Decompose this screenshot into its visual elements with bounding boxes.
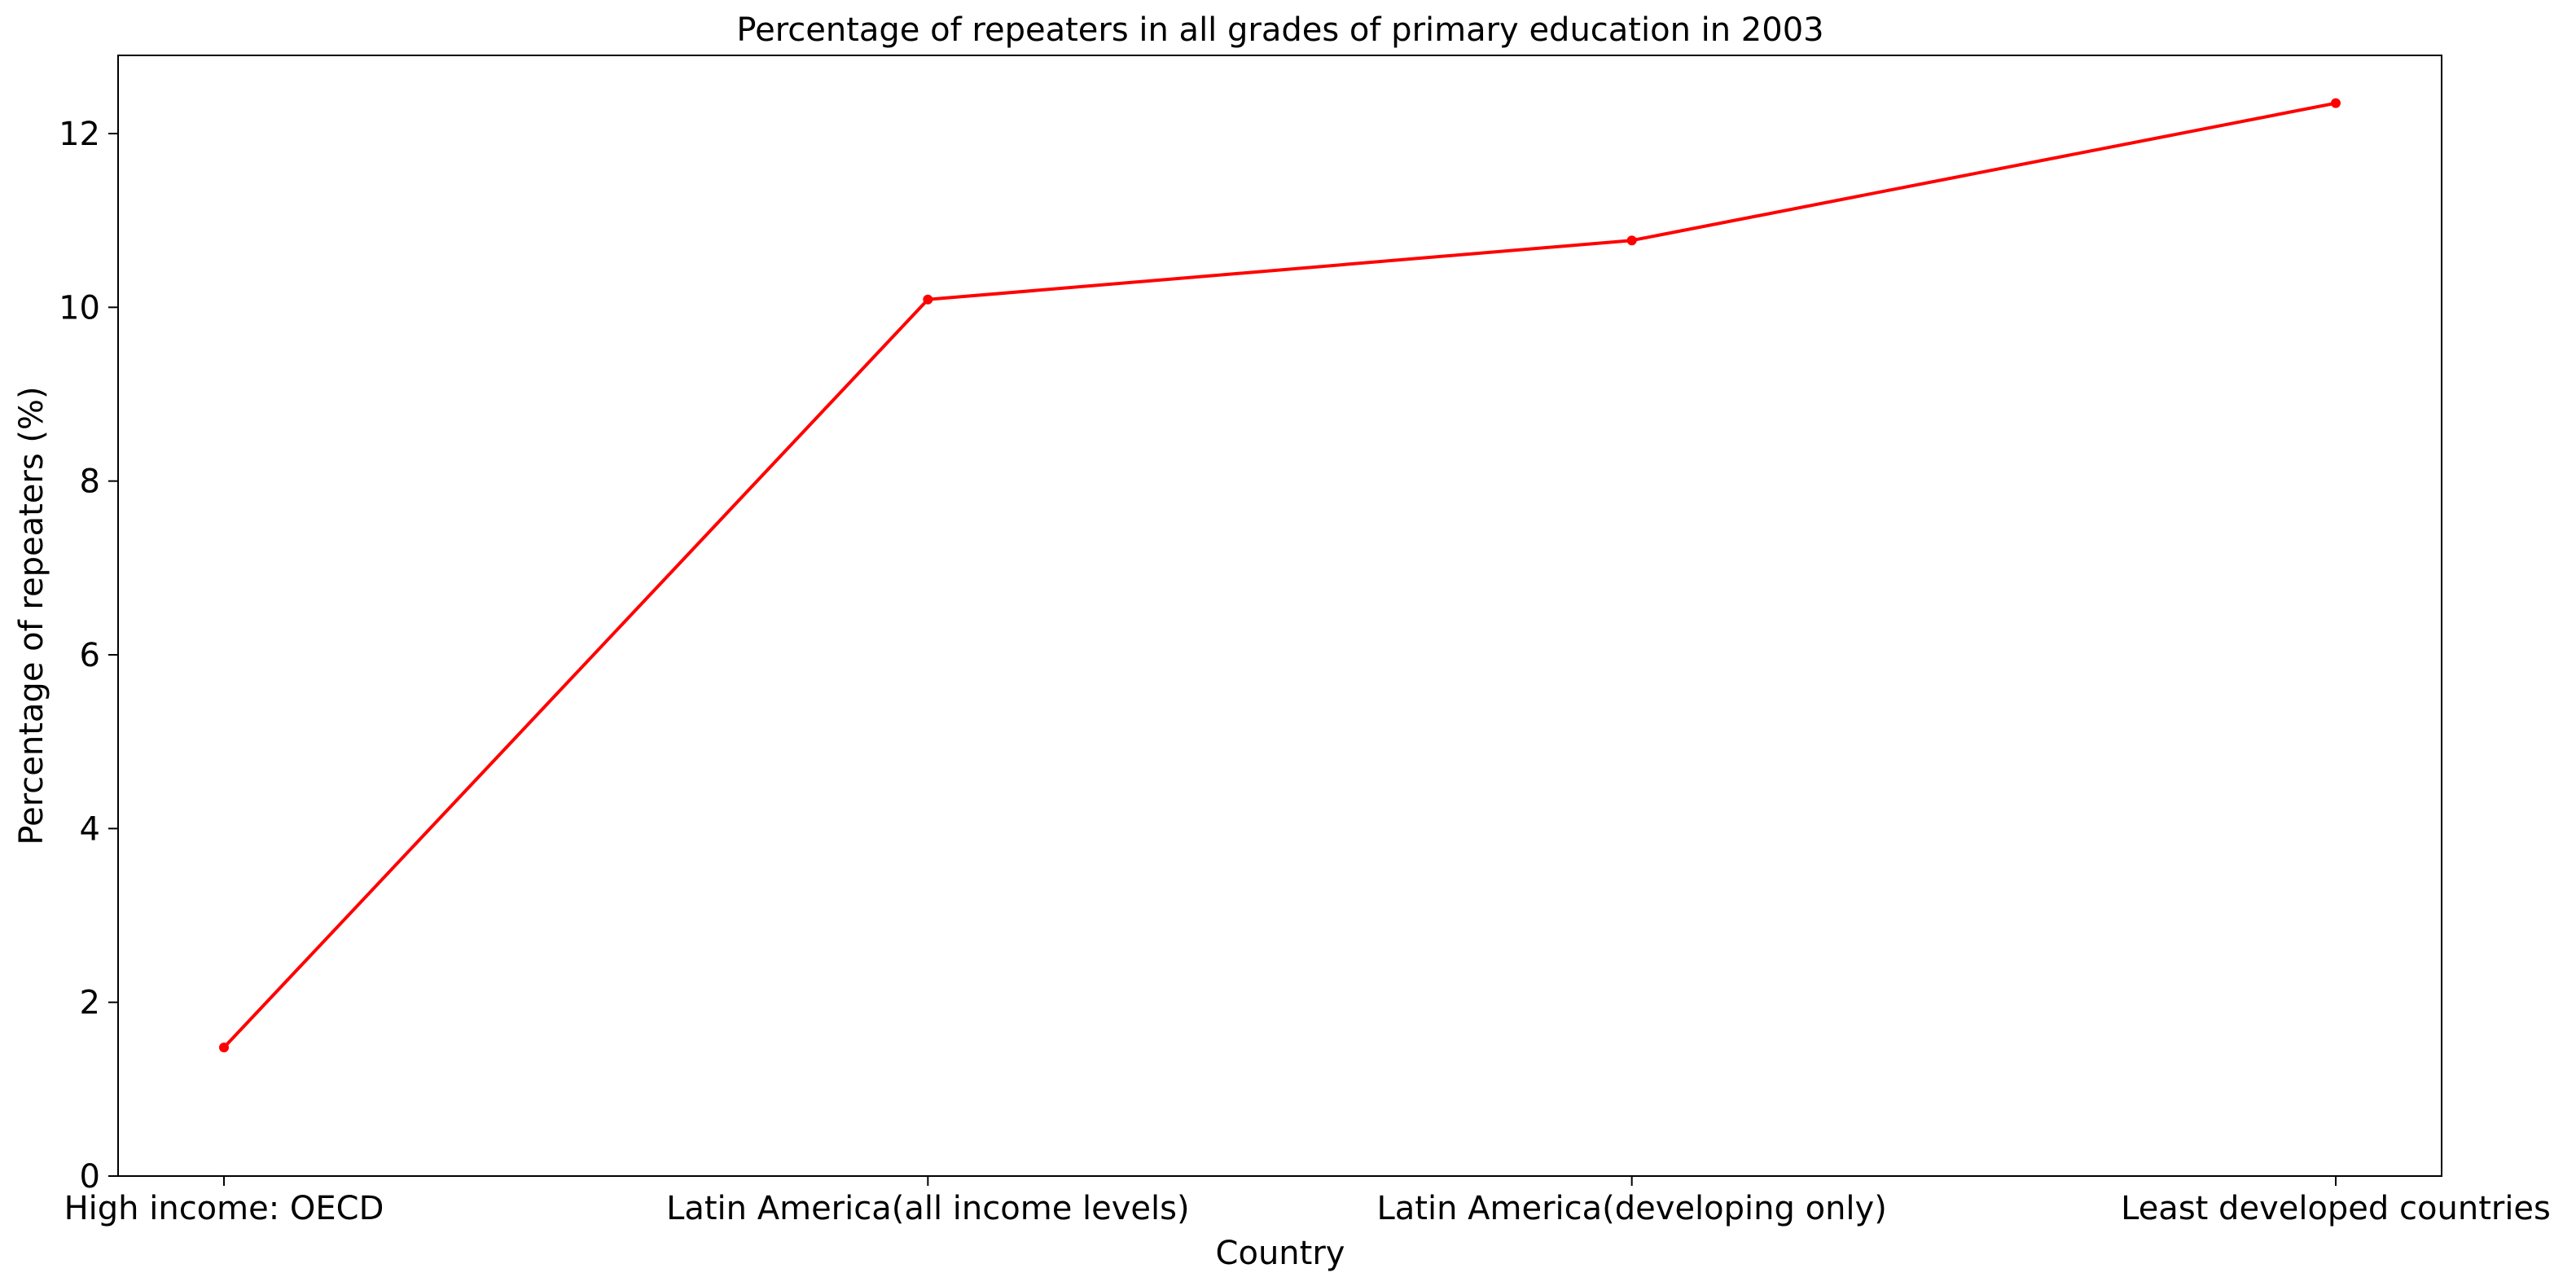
- plot-area: 0 2 4 6 8 10 12 High income: OECD Latin America(…: [59, 55, 2551, 1227]
- y-tick-label: 2: [80, 985, 100, 1022]
- y-tick-label: 4: [80, 810, 100, 848]
- data-point: [219, 1042, 229, 1053]
- data-point: [923, 294, 933, 305]
- y-tick-label: 10: [59, 289, 100, 327]
- y-axis-label: Percentage of repeaters (%): [13, 386, 50, 845]
- data-point: [2331, 98, 2341, 108]
- y-tick-label: 6: [80, 637, 100, 674]
- data-point: [1626, 235, 1637, 246]
- plot-frame: [117, 55, 2442, 1177]
- chart-title: Percentage of repeaters in all grades of…: [736, 11, 1823, 49]
- x-tick-label: Latin America(developing only): [1377, 1190, 1887, 1227]
- y-tick-label: 8: [80, 463, 100, 501]
- x-tick-label: High income: OECD: [64, 1190, 384, 1227]
- y-tick-label: 12: [59, 116, 100, 153]
- x-axis-label: Country: [1216, 1235, 1345, 1272]
- series-line: [222, 101, 2337, 1049]
- y-tick-label: 0: [80, 1158, 100, 1196]
- x-tick-label: Latin America(all income levels): [666, 1190, 1190, 1227]
- x-tick-label: Least developed countries: [2121, 1190, 2551, 1227]
